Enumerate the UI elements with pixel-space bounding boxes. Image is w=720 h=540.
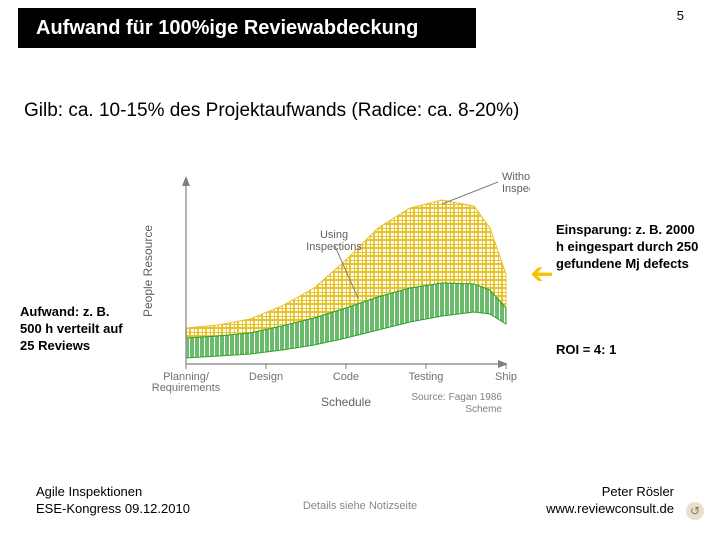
footer-right: Peter Rösler www.reviewconsult.de: [546, 484, 674, 518]
roi-annotation: ROI = 4: 1: [556, 342, 616, 357]
svg-text:Inspections: Inspections: [502, 183, 530, 195]
footer-left: Agile Inspektionen ESE-Kongress 09.12.20…: [36, 484, 190, 518]
svg-text:Inspections: Inspections: [306, 241, 362, 253]
footer-center: Details siehe Notizseite: [303, 500, 417, 512]
right-annotation: Einsparung: z. B. 2000 h eingespart durc…: [556, 222, 706, 273]
svg-text:Source: Fagan 1986: Source: Fagan 1986: [411, 392, 502, 403]
svg-text:People Resource: People Resource: [141, 225, 155, 317]
arrow-icon: ➔: [530, 260, 553, 288]
refresh-icon[interactable]: ↺: [686, 502, 704, 520]
svg-text:Schedule: Schedule: [321, 395, 371, 409]
left-annotation: Aufwand: z. B. 500 h verteilt auf 25 Rev…: [20, 304, 130, 355]
svg-text:Testing: Testing: [409, 371, 444, 383]
footer-right-line2: www.reviewconsult.de: [546, 501, 674, 516]
refresh-glyph: ↺: [690, 504, 700, 518]
slide: Aufwand für 100%ige Reviewabdeckung 5 Gi…: [0, 0, 720, 540]
svg-text:Without: Without: [502, 171, 530, 183]
title-bar: Aufwand für 100%ige Reviewabdeckung: [18, 8, 476, 48]
svg-text:Code: Code: [333, 371, 359, 383]
svg-text:Design: Design: [249, 371, 283, 383]
svg-text:Requirements: Requirements: [152, 382, 221, 394]
resource-chart: Planning/RequirementsDesignCodeTestingSh…: [130, 164, 530, 424]
slide-title: Aufwand für 100%ige Reviewabdeckung: [36, 17, 418, 40]
subheading: Gilb: ca. 10-15% des Projektaufwands (Ra…: [24, 100, 519, 122]
page-number: 5: [677, 8, 684, 23]
footer-left-line1: Agile Inspektionen: [36, 484, 142, 499]
svg-text:Ship: Ship: [495, 371, 517, 383]
svg-text:Using: Using: [320, 229, 348, 241]
footer-left-line2: ESE-Kongress 09.12.2010: [36, 501, 190, 516]
svg-text:Scheme: Scheme: [465, 404, 502, 415]
footer-right-line1: Peter Rösler: [602, 484, 674, 499]
